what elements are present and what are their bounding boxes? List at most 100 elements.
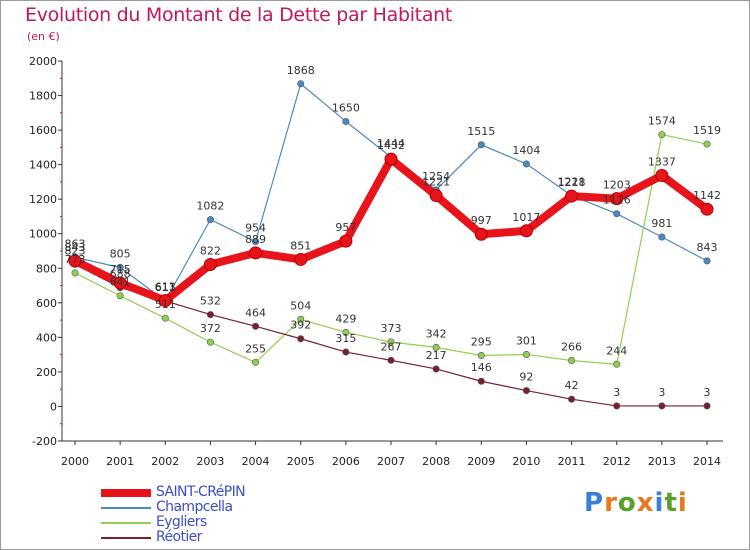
data-label: 981 xyxy=(651,217,672,230)
data-label: 1574 xyxy=(648,115,676,128)
data-label: 688 xyxy=(110,268,131,281)
series-point xyxy=(432,343,440,351)
series-point xyxy=(252,322,260,330)
series-point xyxy=(522,387,530,395)
x-tick-label: 2010 xyxy=(512,455,540,468)
series-point xyxy=(432,365,440,373)
data-label: 3 xyxy=(658,386,665,399)
data-label: 1203 xyxy=(603,179,631,192)
x-tick-label: 2000 xyxy=(61,455,89,468)
data-label: 315 xyxy=(335,332,356,345)
data-label: 511 xyxy=(155,298,176,311)
legend-item: Eygliers xyxy=(101,514,361,530)
series-point xyxy=(297,335,305,343)
x-tick-label: 2002 xyxy=(151,455,179,468)
x-tick-label: 2013 xyxy=(648,455,676,468)
series-point xyxy=(474,227,488,241)
series-point xyxy=(522,160,530,168)
data-label: 3 xyxy=(613,386,620,399)
data-label: 863 xyxy=(65,237,86,250)
series-point xyxy=(387,356,395,364)
data-label: 715 xyxy=(110,263,131,276)
series-point xyxy=(387,338,395,346)
logo-letter: i xyxy=(654,488,665,518)
logo-letter: r xyxy=(604,488,618,518)
x-tick-label: 2007 xyxy=(377,455,405,468)
data-label: 295 xyxy=(471,336,492,349)
series-point xyxy=(477,377,485,385)
logo-letter: x xyxy=(636,488,655,518)
y-tick-label: 1600 xyxy=(29,124,57,137)
data-label: 1254 xyxy=(422,170,450,183)
series-point xyxy=(116,263,124,271)
series-point xyxy=(297,80,305,88)
series-point xyxy=(613,360,621,368)
data-label: 611 xyxy=(155,281,176,294)
legend-swatch xyxy=(101,507,151,509)
data-label: 532 xyxy=(200,295,221,308)
series-point xyxy=(203,257,217,271)
series-2 xyxy=(71,131,711,368)
y-tick-label: 200 xyxy=(36,366,57,379)
data-label: 42 xyxy=(565,379,579,392)
chart-subtitle: (en €) xyxy=(27,30,60,43)
data-label: 954 xyxy=(245,222,266,235)
data-label: 823 xyxy=(65,244,86,257)
data-label: 1142 xyxy=(693,189,721,202)
data-label: 217 xyxy=(426,349,447,362)
data-label: 851 xyxy=(290,239,311,252)
y-tick-label: 400 xyxy=(36,331,57,344)
y-tick-label: 1000 xyxy=(29,228,57,241)
x-tick-label: 2006 xyxy=(332,455,360,468)
data-label: 301 xyxy=(516,334,537,347)
data-label: 773 xyxy=(65,253,86,266)
series-point xyxy=(249,246,263,260)
chart-title: Evolution du Montant de la Dette par Hab… xyxy=(25,4,453,26)
legend-label: SAINT-CRéPIN xyxy=(156,484,246,500)
data-label: 1116 xyxy=(603,194,631,207)
series-point xyxy=(342,348,350,356)
data-label-layer: 863 805 611 1082 954 1868 1650 1444 1254 1515 1404… xyxy=(65,64,722,399)
x-tick-label: 2011 xyxy=(558,455,586,468)
series-point xyxy=(703,402,711,410)
series-point xyxy=(252,238,260,246)
data-label: 429 xyxy=(335,312,356,325)
series-point xyxy=(519,224,533,238)
data-label: 1868 xyxy=(287,64,315,77)
legend-label: Réotier xyxy=(156,529,202,545)
data-label: 1221 xyxy=(558,176,586,189)
data-label: 1017 xyxy=(512,211,540,224)
data-label: 889 xyxy=(245,233,266,246)
series-point xyxy=(655,169,669,183)
data-label: 843 xyxy=(697,241,718,254)
legend-item: SAINT-CRéPIN xyxy=(101,484,361,500)
data-label: 957 xyxy=(335,221,356,234)
series-point xyxy=(429,189,443,203)
legend-swatch xyxy=(101,522,151,524)
axes: -200 0 200 400 600 800 1000 1200 1400 1600 1800 200… xyxy=(29,55,723,468)
x-tick-label: 2001 xyxy=(106,455,134,468)
x-tick-label: 2008 xyxy=(422,455,450,468)
data-label: 92 xyxy=(519,371,533,384)
data-label: 1082 xyxy=(196,200,224,213)
series-point xyxy=(206,338,214,346)
series-point xyxy=(568,357,576,365)
series-point xyxy=(294,252,308,266)
x-tick-label: 2003 xyxy=(196,455,224,468)
data-label: 342 xyxy=(426,327,447,340)
legend-item: Réotier xyxy=(101,529,361,545)
data-label: 504 xyxy=(290,299,311,312)
series-point xyxy=(68,254,82,268)
data-label: 1444 xyxy=(377,137,405,150)
logo-letter: P xyxy=(584,488,605,518)
logo-letter: i xyxy=(677,488,688,518)
y-tick-label: -200 xyxy=(32,435,57,448)
series-point xyxy=(252,358,260,366)
series-point xyxy=(161,314,169,322)
proxiti-logo: Proxiti xyxy=(584,488,688,518)
data-label: 464 xyxy=(245,306,266,319)
data-label: 1650 xyxy=(332,101,360,114)
data-label: 641 xyxy=(110,276,131,289)
